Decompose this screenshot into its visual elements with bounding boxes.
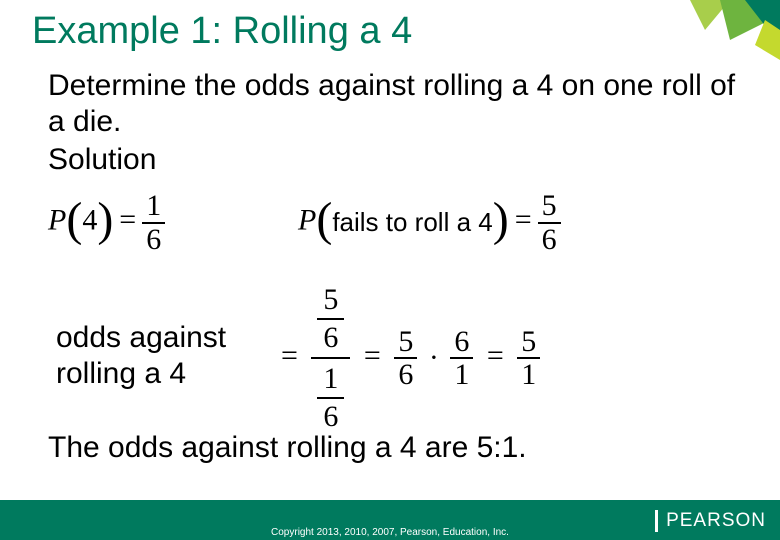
odds-l2: rolling a 4 (56, 357, 186, 390)
logo-text: PEARSON (666, 510, 766, 531)
den: 6 (142, 224, 165, 256)
var-p: P (48, 203, 66, 236)
conclusion-text: The odds against rolling a 4 are 5:1. (48, 430, 527, 466)
corner-decoration (670, 0, 780, 60)
equation-p4: P(4)=16 (48, 190, 165, 255)
odds-against-label: odds against rolling a 4 (56, 320, 226, 392)
equation-row-1: P(4)=16 P(fails to roll a 4)=56 (48, 190, 748, 250)
footer-bar: Copyright 2013, 2010, 2007, Pearson, Edu… (0, 500, 780, 540)
den: 6 (538, 224, 561, 256)
var-p: P (298, 203, 316, 236)
slide-title: Example 1: Rolling a 4 (32, 10, 412, 53)
num: 1 (142, 190, 165, 224)
equation-odds-calc: = 56 16 = 56 · 61 = 51 (275, 280, 540, 436)
arg-fail: fails to roll a 4 (332, 207, 492, 237)
odds-l1: odds against (56, 321, 226, 354)
logo-bar-icon (655, 510, 658, 532)
arg-4: 4 (82, 203, 97, 236)
compound-fraction: 56 16 (311, 280, 350, 436)
pearson-logo: PEARSON (655, 510, 766, 532)
solution-label: Solution (48, 142, 156, 178)
num: 5 (538, 190, 561, 224)
problem-text: Determine the odds against rolling a 4 o… (48, 68, 748, 140)
equation-pfail: P(fails to roll a 4)=56 (298, 190, 561, 255)
slide: Example 1: Rolling a 4 Determine the odd… (0, 0, 780, 540)
